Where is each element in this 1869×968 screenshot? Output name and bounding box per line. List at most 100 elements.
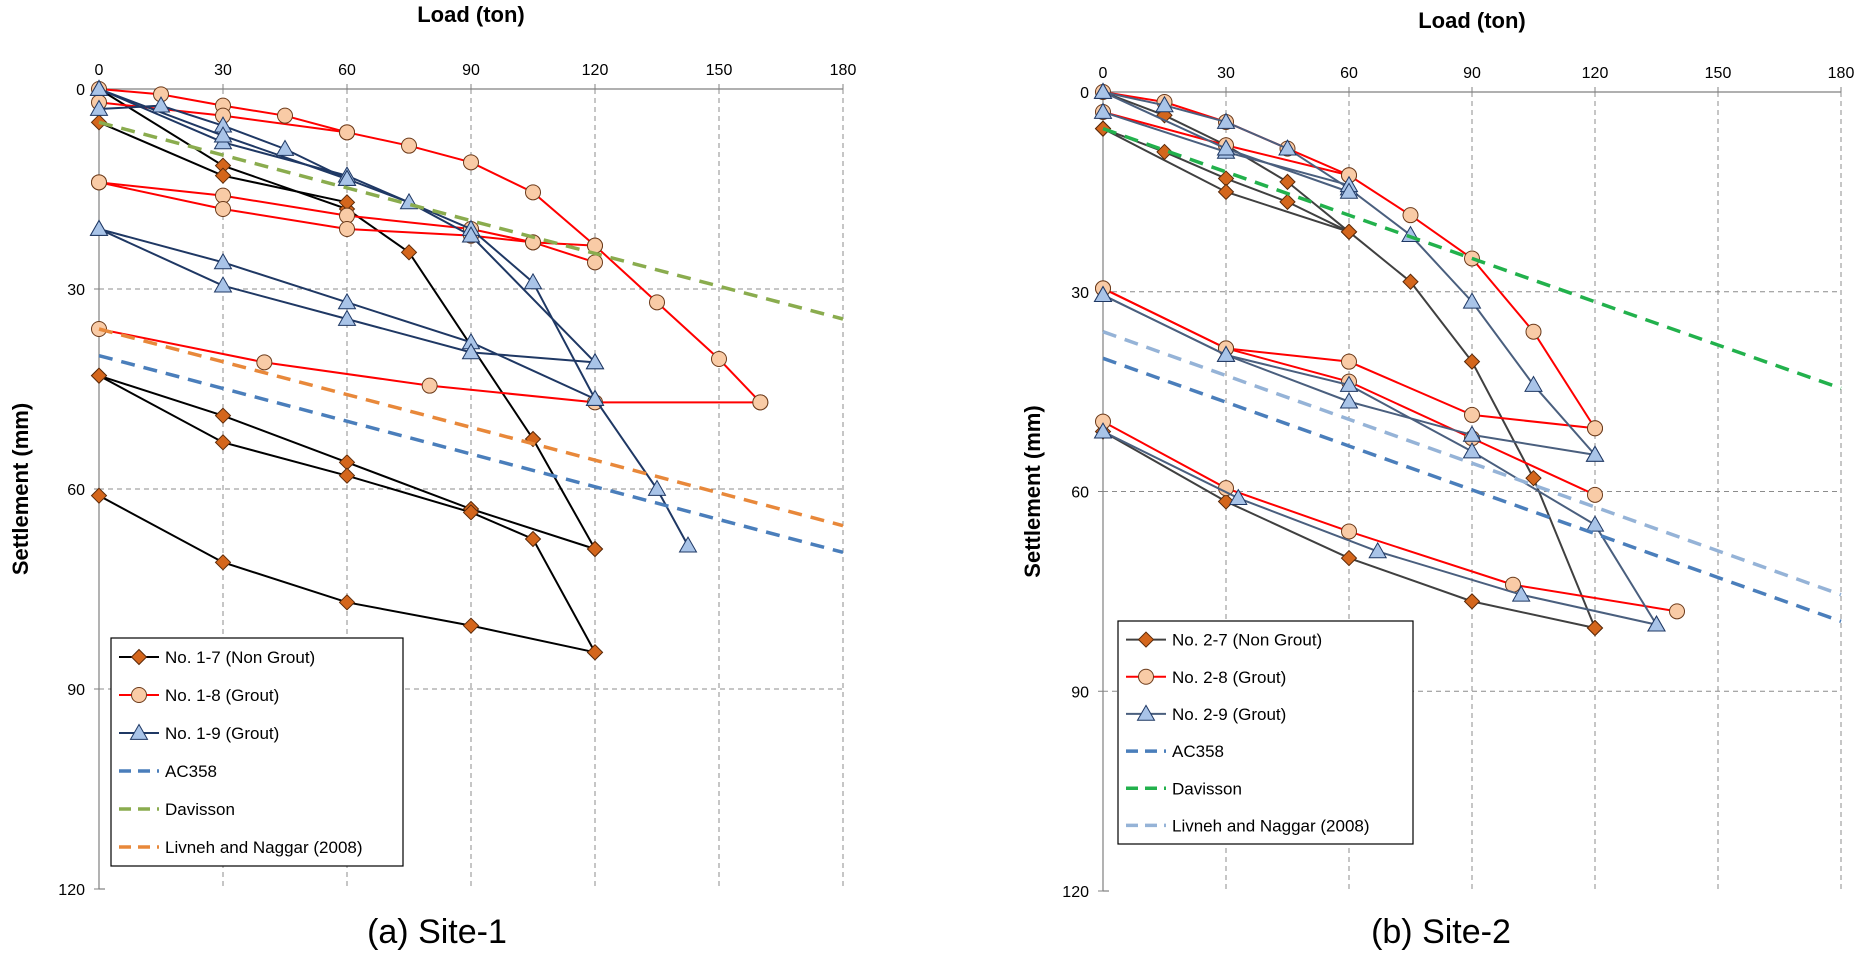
data-point (214, 434, 232, 451)
x-tick-label: 0 (95, 62, 104, 79)
data-point (337, 292, 357, 310)
data-point (275, 139, 295, 156)
data-point (1462, 292, 1482, 309)
reference-line (1102, 356, 1842, 623)
legend-marker (131, 687, 147, 703)
data-point (339, 207, 355, 224)
data-point (1279, 193, 1296, 211)
series-line (98, 181, 596, 247)
x-tick-label: 30 (1217, 65, 1235, 82)
data-point (1155, 95, 1174, 113)
chart-caption: (a) Site-1 (367, 913, 507, 951)
data-point (1217, 183, 1235, 201)
data-point (1511, 585, 1531, 602)
series-2 (1095, 84, 1685, 620)
legend-box (1117, 620, 1414, 845)
series-6 (98, 327, 844, 528)
data-point (1647, 615, 1666, 632)
data-point (461, 342, 481, 360)
legend-marker (1138, 668, 1154, 685)
legend-label: AC358 (165, 762, 217, 781)
series-line (1102, 294, 1658, 626)
data-point (151, 96, 171, 113)
series-line (98, 494, 596, 654)
data-point (89, 79, 109, 96)
x-tick-label: 120 (1582, 65, 1609, 82)
data-point (585, 352, 605, 370)
data-point (1093, 102, 1113, 119)
x-axis-title: Load (ton) (417, 2, 525, 27)
data-point (1093, 285, 1113, 302)
reference-line (1102, 126, 1842, 390)
y-tick-label: 0 (76, 82, 85, 99)
data-point (1340, 223, 1358, 241)
data-point (1585, 445, 1605, 462)
series-2 (91, 81, 769, 411)
data-point (1339, 375, 1359, 392)
legend-label: No. 1-7 (Non Grout) (165, 648, 315, 667)
series-6 (1102, 330, 1842, 597)
y-tick-label: 60 (1071, 485, 1089, 502)
chart-site-1: 0 30 60 90 120 150 180 0 30 60 90 120 Load (ton) Sett… (8, 2, 856, 951)
data-point (1341, 523, 1357, 540)
data-point (89, 219, 109, 236)
data-point (1402, 273, 1419, 290)
data-point (1525, 323, 1542, 340)
data-point (213, 126, 233, 143)
series-4 (1102, 356, 1842, 623)
data-point (461, 226, 481, 243)
data-point (1585, 515, 1605, 532)
data-point (213, 276, 233, 293)
data-point (1216, 345, 1236, 362)
data-point (1278, 139, 1297, 156)
data-point (339, 124, 355, 141)
x-tick-label: 120 (582, 62, 609, 79)
data-point (647, 479, 667, 496)
data-point (337, 309, 357, 326)
legend-marker (130, 648, 148, 666)
data-point (1463, 593, 1481, 610)
data-point (711, 351, 727, 367)
data-point (678, 536, 698, 553)
data-point (89, 99, 109, 116)
data-point (525, 234, 541, 251)
y-tick-label: 30 (1071, 285, 1089, 302)
data-point (1462, 442, 1482, 459)
data-point (1341, 353, 1357, 370)
data-point (1217, 493, 1235, 510)
data-point (1525, 469, 1542, 487)
data-point (1339, 182, 1359, 199)
data-point (1524, 375, 1543, 392)
data-point (214, 407, 232, 424)
y-axis-title: Settlement (mm) (8, 403, 33, 575)
series-line (1102, 430, 1657, 626)
data-point (462, 504, 480, 521)
data-point (1464, 406, 1480, 423)
legend-label: Davisson (165, 800, 235, 819)
legend: No. 2-7 (Non Grout) No. 2-8 (Grout) No. 2-… (1117, 620, 1414, 845)
series-4 (98, 353, 844, 555)
data-point (337, 169, 357, 186)
y-tick-label: 90 (67, 682, 85, 699)
data-point (525, 184, 541, 201)
data-point (1462, 425, 1482, 442)
data-point (1587, 486, 1603, 503)
data-point (214, 554, 232, 571)
chart-caption: (b) Site-2 (1371, 913, 1511, 951)
x-tick-label: 150 (706, 62, 733, 79)
series-line (98, 88, 762, 404)
data-point (90, 367, 108, 384)
data-point (91, 174, 107, 191)
x-tick-label: 60 (1340, 65, 1358, 82)
x-tick-label: 180 (830, 62, 857, 79)
data-point (1228, 488, 1248, 506)
data-point (90, 114, 108, 131)
legend-marker (129, 723, 149, 740)
data-point (401, 137, 417, 154)
y-tick-label: 120 (1062, 884, 1089, 901)
series-line (98, 88, 689, 547)
reference-line (98, 353, 844, 555)
y-tick-label: 30 (67, 282, 85, 299)
data-point (1216, 139, 1236, 156)
